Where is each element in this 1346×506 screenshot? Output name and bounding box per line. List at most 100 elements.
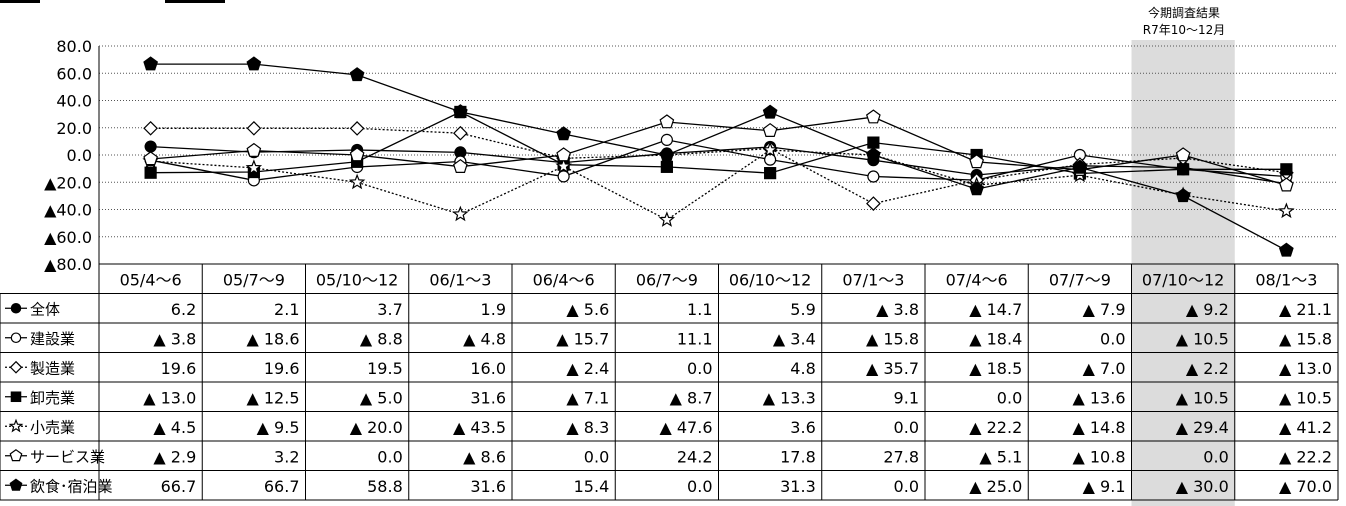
data-point <box>246 56 262 71</box>
data-label: 6.2 <box>171 300 196 319</box>
data-point <box>659 114 675 129</box>
data-point <box>969 154 985 169</box>
data-label: 0.0 <box>894 418 919 437</box>
data-label: ▲ 5.6 <box>566 300 609 319</box>
data-label: ▲ 7.9 <box>1083 300 1126 319</box>
data-label: 2.1 <box>274 300 299 319</box>
data-label: ▲ 3.8 <box>876 300 919 319</box>
data-point <box>1278 202 1295 219</box>
data-point <box>1177 163 1190 176</box>
x-tick-label: 07/4～6 <box>946 271 1008 290</box>
data-label: ▲ 2.2 <box>1186 359 1229 378</box>
data-point <box>1072 159 1088 174</box>
data-label: ▲ 43.5 <box>453 418 506 437</box>
x-tick-label: 07/1～3 <box>842 271 904 290</box>
data-label: ▲ 4.8 <box>463 330 506 349</box>
series-line <box>150 116 1287 186</box>
data-label: 3.7 <box>377 300 402 319</box>
y-tick-label: ▲40.0 <box>44 201 92 220</box>
data-point <box>762 104 778 119</box>
data-label: ▲ 5.0 <box>360 389 403 408</box>
data-point <box>1175 147 1191 162</box>
data-label: ▲ 3.8 <box>153 330 196 349</box>
data-point <box>865 109 881 124</box>
data-point <box>658 211 676 227</box>
y-tick-label: 20.0 <box>56 119 92 138</box>
data-label: 19.5 <box>367 359 403 378</box>
data-label: 11.1 <box>677 330 713 349</box>
data-point <box>349 121 365 136</box>
series-3 <box>144 105 1293 180</box>
x-tick-label: 06/1～3 <box>429 271 491 290</box>
data-label: ▲ 9.5 <box>257 418 300 437</box>
legend-label: 建設業 <box>30 330 75 348</box>
data-label: 1.9 <box>481 300 506 319</box>
data-point <box>453 125 468 141</box>
data-point <box>557 170 570 183</box>
data-label: 0.0 <box>1100 330 1125 349</box>
legend-marker <box>9 360 23 374</box>
series-line <box>150 139 1287 181</box>
data-label: 27.8 <box>883 448 919 467</box>
data-label: 19.6 <box>264 359 300 378</box>
legend-item-2: 製造業 <box>5 359 75 377</box>
series-line <box>150 63 1287 251</box>
legend-item-3: 卸売業 <box>5 389 75 407</box>
data-label: ▲ 13.3 <box>763 389 816 408</box>
legend-label: 全体 <box>30 300 60 318</box>
data-label: ▲ 7.0 <box>1083 359 1126 378</box>
x-tick-label: 06/7～9 <box>636 271 698 290</box>
series-line <box>150 127 1287 205</box>
data-label: ▲ 8.8 <box>360 330 403 349</box>
data-point <box>865 147 881 162</box>
data-label: 9.1 <box>894 389 919 408</box>
data-label: ▲ 2.9 <box>153 448 196 467</box>
data-point <box>764 167 777 180</box>
legend-label: 卸売業 <box>30 389 75 407</box>
data-label: ▲ 70.0 <box>1279 477 1332 496</box>
data-point <box>969 181 985 196</box>
data-label: 15.4 <box>574 477 610 496</box>
data-label: ▲ 18.4 <box>969 330 1022 349</box>
data-label: ▲ 5.1 <box>979 448 1022 467</box>
legend-item-1: 建設業 <box>5 330 75 348</box>
x-tick-label: 05/10～12 <box>316 271 398 290</box>
series-line <box>150 149 1287 221</box>
data-label: ▲ 9.1 <box>1083 477 1126 496</box>
data-label: ▲ 29.4 <box>1176 418 1229 437</box>
data-label: 0.0 <box>584 448 609 467</box>
data-point <box>348 173 366 190</box>
data-label: 0.0 <box>894 477 919 496</box>
data-label: ▲ 2.4 <box>566 359 609 378</box>
y-tick-label: ▲80.0 <box>44 255 92 274</box>
data-point <box>866 196 881 211</box>
data-label: 16.0 <box>470 359 506 378</box>
y-tick-label: ▲60.0 <box>44 228 92 247</box>
data-label: ▲ 14.8 <box>1072 418 1125 437</box>
x-tick-label: 05/4～6 <box>120 271 182 290</box>
legend-label: 飲食･宿泊業 <box>30 477 113 495</box>
legend-item-0: 全体 <box>5 300 60 318</box>
y-tick-label: 80.0 <box>56 37 92 56</box>
data-point <box>143 151 159 166</box>
data-label: ▲ 15.8 <box>1279 330 1332 349</box>
data-label: 24.2 <box>677 448 713 467</box>
data-point <box>452 205 469 222</box>
data-point <box>246 142 262 157</box>
legend-item-6: 飲食･宿泊業 <box>5 477 113 495</box>
legend-marker <box>10 332 22 344</box>
data-label: ▲ 15.7 <box>556 330 609 349</box>
data-label: ▲ 10.8 <box>1072 448 1125 467</box>
data-point <box>556 147 572 162</box>
legend-marker <box>9 449 23 462</box>
data-label: ▲ 21.1 <box>1279 300 1332 319</box>
data-label: ▲ 3.4 <box>773 330 816 349</box>
data-label: ▲ 25.0 <box>969 477 1022 496</box>
annotation-line2: R7年10～12月 <box>1143 23 1226 37</box>
data-point <box>659 147 675 162</box>
data-label: 0.0 <box>687 359 712 378</box>
data-label: 66.7 <box>264 477 300 496</box>
data-label: 0.0 <box>997 389 1022 408</box>
data-label: ▲ 7.1 <box>566 389 609 408</box>
legend-item-4: 小売業 <box>5 418 75 436</box>
